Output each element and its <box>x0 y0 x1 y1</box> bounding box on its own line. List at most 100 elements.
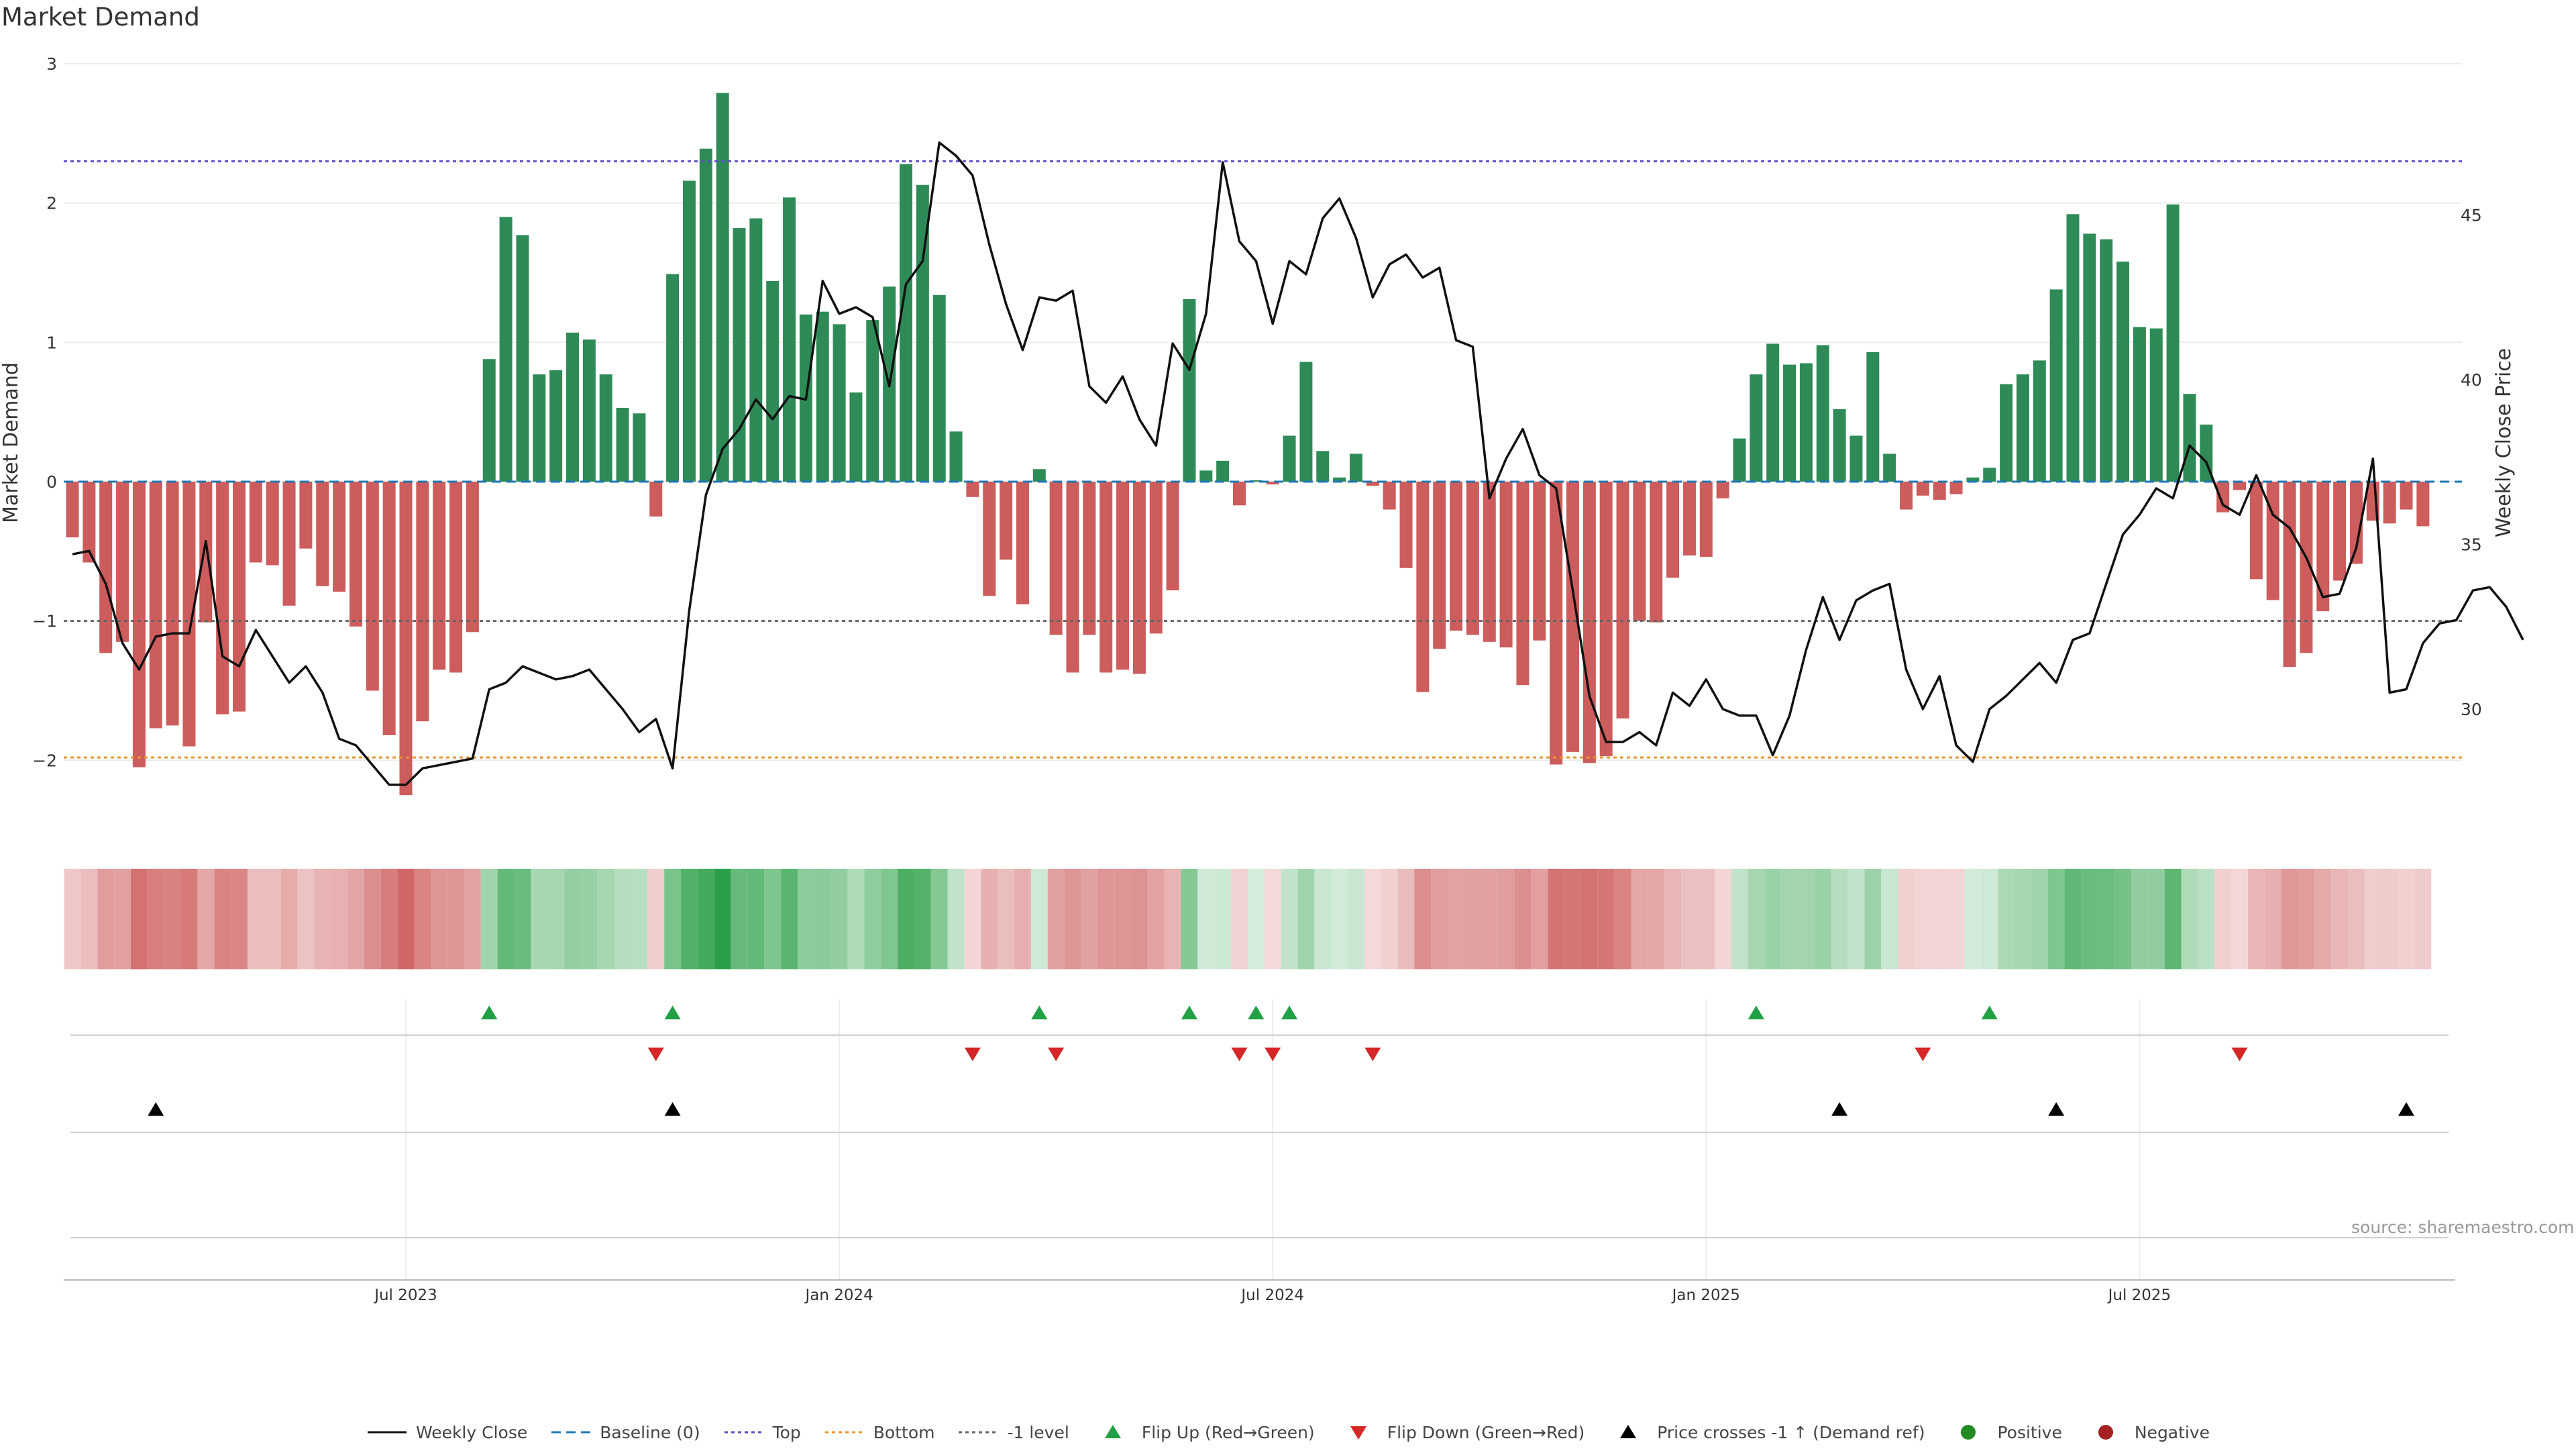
legend-label: -1 level <box>1007 1422 1069 1442</box>
demand-bar <box>1333 477 1346 482</box>
demand-bar <box>866 320 879 482</box>
demand-bar <box>1216 460 1230 482</box>
heat-cell <box>2281 869 2298 969</box>
heat-cell <box>2181 869 2198 969</box>
heat-cell <box>2331 869 2348 969</box>
demand-bar <box>516 235 529 482</box>
legend-swatch-icon <box>367 1431 407 1434</box>
heat-cell <box>964 869 981 969</box>
heat-cell <box>197 869 215 969</box>
demand-bar <box>1283 435 1296 482</box>
demand-bar <box>2000 384 2013 482</box>
heat-cell <box>1331 869 1348 969</box>
demand-bar <box>249 482 262 563</box>
demand-bar <box>349 482 362 627</box>
demand-bar <box>499 217 513 482</box>
demand-bar <box>1000 482 1013 560</box>
demand-bar <box>2116 261 2130 482</box>
demand-bar <box>182 482 196 747</box>
heat-cell <box>2047 869 2065 969</box>
demand-bar <box>1650 482 1663 623</box>
demand-bar <box>766 280 780 482</box>
heat-cell <box>297 869 315 969</box>
heat-cell <box>930 869 948 969</box>
flip-down-marker <box>2231 1047 2248 1061</box>
axes: 3 2 1 0 −1 −2 45 40 35 30 Jul 2023 Jan 2024 Jul 2024… <box>0 54 2516 1304</box>
demand-bar <box>966 482 979 497</box>
flip-up-marker <box>1181 1006 1197 1020</box>
demand-bar <box>83 482 96 563</box>
heat-cell <box>1214 869 1232 969</box>
demand-bar <box>1699 482 1713 557</box>
demand-bar <box>2016 374 2029 482</box>
demand-bar <box>1933 482 1946 500</box>
heat-cell <box>981 869 998 969</box>
demand-bar <box>1616 482 1629 719</box>
demand-bar <box>1582 482 1596 763</box>
heat-cell <box>1914 869 1931 969</box>
demand-bar <box>1132 482 1146 674</box>
demand-bar <box>1816 345 1829 482</box>
demand-bar <box>1849 435 1863 482</box>
legend-label: Baseline (0) <box>600 1422 700 1442</box>
demand-bar <box>533 374 546 482</box>
heat-cell <box>97 869 115 969</box>
heat-cell <box>2081 869 2098 969</box>
heat-cell <box>2015 869 2031 969</box>
demand-bar <box>1716 482 1729 498</box>
flip-down-marker <box>1231 1047 1248 1061</box>
demand-bar <box>1099 482 1113 673</box>
heat-cell <box>1847 869 1865 969</box>
heat-cell <box>497 869 515 969</box>
demand-bar <box>366 482 379 691</box>
demand-bar <box>1032 469 1046 482</box>
demand-bar <box>633 413 646 482</box>
demand-bar <box>783 197 796 482</box>
legend-item: Weekly Close <box>366 1422 527 1442</box>
heat-cell <box>1431 869 1448 969</box>
heat-cell <box>1798 869 1815 969</box>
heat-cell <box>80 869 98 969</box>
heat-cell <box>364 869 381 969</box>
demand-bar <box>2049 289 2063 482</box>
heat-cell <box>480 869 498 969</box>
legend-label: Flip Up (Red→Green) <box>1141 1422 1315 1442</box>
heat-cell <box>814 869 831 969</box>
demand-bar <box>1049 482 1063 635</box>
heat-cell <box>2314 869 2332 969</box>
price-cross-marker <box>148 1102 164 1116</box>
heat-cell <box>1814 869 1831 969</box>
heat-cell <box>1881 869 1898 969</box>
demand-bar <box>2216 482 2230 513</box>
heat-cell <box>1064 869 1081 969</box>
demand-bar <box>299 482 313 549</box>
heat-cell <box>1281 869 1298 969</box>
heat-cell <box>2247 869 2265 969</box>
heat-cell <box>914 869 931 969</box>
heat-cell <box>2348 869 2365 969</box>
demand-bar <box>316 482 329 586</box>
heat-cell <box>2381 869 2398 969</box>
demand-bar <box>699 148 712 482</box>
demand-bar <box>1450 482 1463 631</box>
legend-swatch-icon <box>551 1431 591 1434</box>
demand-bar <box>582 339 596 482</box>
heat-cell <box>664 869 681 969</box>
heat-cell <box>397 869 415 969</box>
demand-bar <box>1916 482 1929 496</box>
demand-bar <box>1566 482 1579 752</box>
heat-cell <box>564 869 581 969</box>
demand-bar <box>649 482 663 517</box>
heat-cell <box>331 869 347 969</box>
demand-bar <box>1799 363 1813 482</box>
legend-swatch-icon <box>959 1431 998 1434</box>
gridlines <box>64 63 2462 1281</box>
y-tick-label: −2 <box>32 751 57 770</box>
flip-up-marker <box>1281 1006 1298 1020</box>
demand-bar <box>1866 352 1880 482</box>
heat-cell <box>1014 869 1031 969</box>
demand-bars <box>66 93 2430 796</box>
heat-cell <box>881 869 898 969</box>
heat-cell <box>1981 869 1998 969</box>
heat-cell <box>1314 869 1332 969</box>
